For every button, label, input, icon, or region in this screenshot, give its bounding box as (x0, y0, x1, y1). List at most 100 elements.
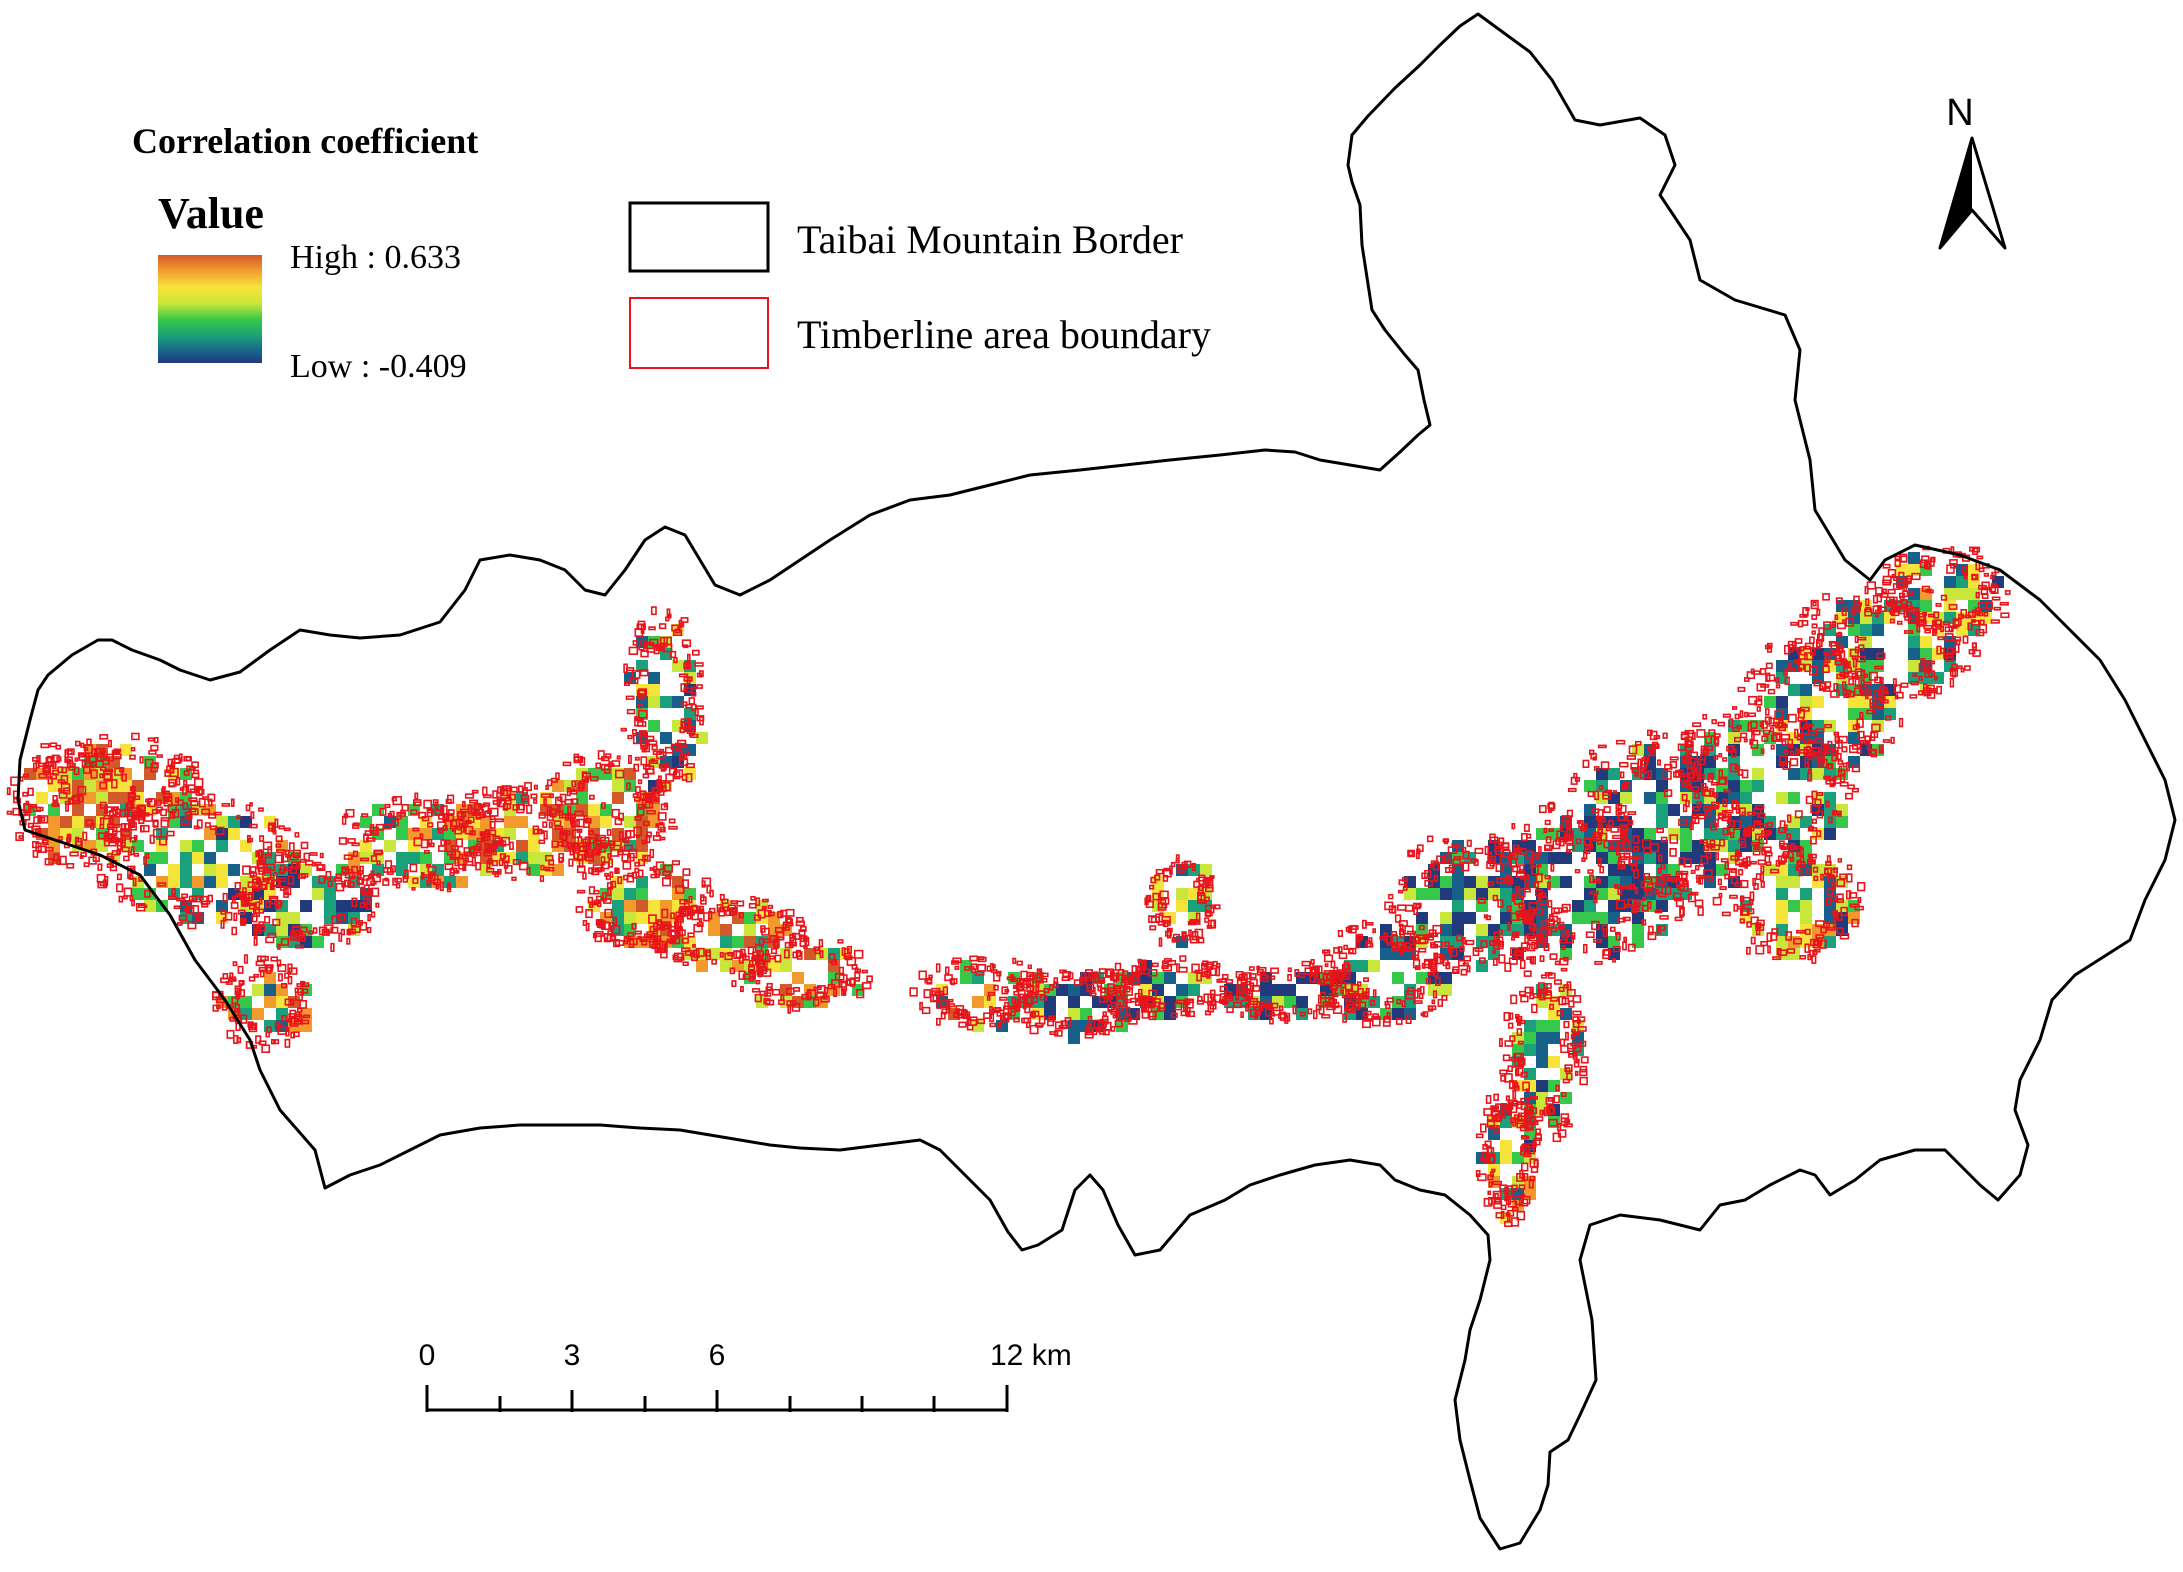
timberline-fragment (1735, 852, 1743, 857)
timberline-fragment (104, 831, 109, 839)
timberline-fragment (582, 872, 587, 880)
timberline-fragment (1615, 931, 1621, 936)
timberline-fragment (660, 763, 666, 772)
timberline-fragment (1619, 771, 1625, 779)
timberline-fragment (1461, 861, 1470, 872)
timberline-fragment (633, 826, 643, 837)
timberline-fragment (1100, 987, 1108, 997)
timberline-fragment (144, 758, 154, 769)
timberline-fragment (1028, 991, 1039, 998)
timberline-fragment (1533, 881, 1539, 889)
timberline-fragment (1836, 673, 1846, 680)
raster-cell (1740, 780, 1752, 792)
timberline-fragment (1540, 920, 1548, 927)
timberline-fragment (774, 954, 782, 963)
timberline-fragment (731, 980, 737, 988)
timberline-fragment (1225, 978, 1234, 984)
timberline-fragment (1184, 998, 1191, 1005)
timberline-fragment (861, 982, 872, 990)
timberline-fragment (1728, 745, 1735, 753)
timberline-fragment (38, 815, 49, 824)
timberline-fragment (1936, 685, 1942, 695)
timberline-fragment (1594, 960, 1603, 965)
timberline-fragment (634, 930, 642, 935)
raster-cell (1776, 936, 1788, 948)
raster-cell (1680, 840, 1692, 852)
timberline-fragment (641, 839, 646, 845)
timberline-fragment (1697, 906, 1704, 916)
raster-cell (1200, 864, 1212, 876)
timberline-fragment (139, 756, 144, 764)
raster-cell (216, 816, 228, 828)
timberline-fragment (1889, 608, 1895, 615)
timberline-fragment (1506, 922, 1511, 931)
timberline-fragment (570, 798, 579, 805)
timberline-fragment (456, 826, 461, 831)
timberline-fragment (1960, 667, 1965, 673)
timberline-fragment (403, 869, 409, 880)
timberline-fragment (144, 889, 151, 898)
timberline-fragment (475, 843, 482, 852)
raster-cell (552, 864, 564, 876)
timberline-fragment (1574, 868, 1581, 874)
raster-cell (600, 804, 612, 816)
timberline-fragment (188, 807, 197, 813)
timberline-fragment (546, 814, 554, 821)
timberline-fragment (1196, 999, 1204, 1005)
raster-cell (1464, 876, 1476, 888)
timberline-fragment (626, 708, 636, 715)
timberline-fragment (748, 975, 755, 982)
timberline-fragment (1734, 713, 1740, 720)
raster-cell (1608, 912, 1620, 924)
timberline-fragment (1430, 958, 1438, 966)
timberline-fragment (1805, 795, 1814, 805)
timberline-fragment (789, 1000, 797, 1007)
timberline-fragment (1610, 926, 1616, 932)
timberline-fragment (631, 922, 637, 930)
raster-cell (1584, 780, 1596, 792)
timberline-fragment (222, 917, 227, 922)
timberline-fragment (696, 672, 703, 678)
timberline-fragment (656, 919, 663, 926)
timberline-fragment (1528, 901, 1539, 911)
raster-cell (1812, 660, 1824, 672)
timberline-fragment (1665, 886, 1672, 895)
timberline-fragment (942, 986, 949, 996)
timberline-fragment (1287, 973, 1292, 982)
timberline-fragment (1547, 900, 1553, 908)
timberline-fragment (676, 925, 683, 930)
timberline-fragment (1798, 653, 1808, 660)
timberline-fragment (51, 802, 60, 807)
timberline-fragment (195, 787, 203, 796)
raster-cell (1608, 864, 1620, 876)
timberline-fragment (444, 863, 454, 871)
timberline-fragment (1049, 983, 1054, 991)
timberline-fragment (292, 1031, 300, 1038)
timberline-fragment (1492, 958, 1498, 967)
raster-cell (552, 780, 564, 792)
timberline-fragment (262, 871, 272, 881)
timberline-fragment (47, 776, 53, 785)
timberline-fragment (621, 853, 629, 862)
timberline-fragment (827, 983, 836, 990)
raster-cell (1908, 636, 1920, 648)
timberline-fragment (1213, 994, 1222, 1003)
timberline-fragment (663, 864, 673, 873)
timberline-fragment (1098, 968, 1107, 974)
timberline-fragment (1837, 752, 1842, 761)
timberline-fragment (1566, 837, 1574, 842)
timberline-fragment (1911, 606, 1920, 614)
timberline-fragment (1363, 977, 1370, 983)
timberline-fragment (1835, 597, 1843, 603)
timberline-fragment (239, 1014, 248, 1024)
raster-cell (1656, 840, 1668, 852)
timberline-fragment (1949, 559, 1958, 566)
timberline-fragment (636, 689, 646, 696)
timberline-fragment (660, 950, 668, 959)
timberline-fragment (442, 824, 448, 831)
timberline-fragment (609, 871, 614, 878)
timberline-fragment (1928, 660, 1935, 665)
timberline-fragment (382, 878, 390, 886)
timberline-fragment (574, 810, 584, 817)
